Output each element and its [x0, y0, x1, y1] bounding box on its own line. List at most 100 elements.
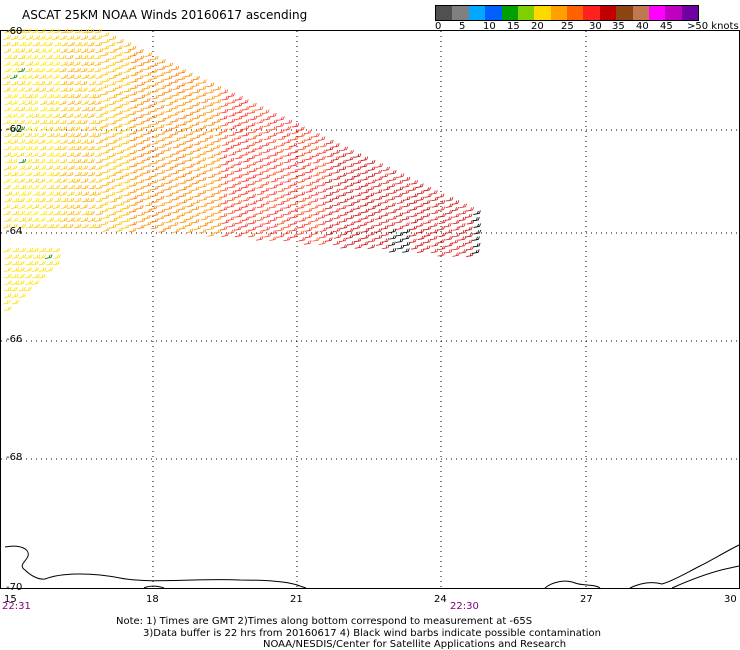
wind-barb: [39, 100, 48, 105]
wind-barb: [423, 199, 431, 205]
wind-barb: [319, 233, 328, 239]
wind-barb: [410, 193, 419, 198]
wind-barb: [255, 106, 264, 111]
scale-segment: [534, 6, 551, 20]
wind-barb: [101, 32, 110, 37]
wind-barb: [382, 166, 390, 172]
wind-barb: [73, 223, 82, 229]
wind-barb: [95, 171, 103, 177]
wind-barb: [248, 219, 257, 225]
wind-barb: [248, 193, 256, 199]
wind-barb: [46, 28, 54, 34]
wind-barb: [325, 224, 334, 229]
wind-barb: [207, 186, 215, 192]
wind-barb: [80, 158, 88, 164]
wind-barb: [234, 148, 243, 153]
wind-barb: [185, 144, 193, 149]
wind-barb: [151, 140, 159, 145]
wind-barb: [39, 106, 48, 112]
wind-barb: [165, 205, 173, 210]
wind-barb: [424, 225, 432, 231]
wind-barb: [311, 198, 319, 203]
wind-barb: [361, 202, 369, 207]
lon-label-30: 30: [724, 594, 737, 605]
scale-segment: [452, 6, 469, 20]
wind-barb: [4, 260, 12, 266]
wind-barb: [276, 181, 284, 186]
wind-barb: [403, 209, 411, 214]
wind-barb: [164, 88, 173, 93]
wind-barb: [263, 155, 271, 160]
wind-barb: [24, 41, 33, 47]
wind-barb: [88, 165, 96, 170]
wind-barb: [220, 128, 228, 133]
wind-barb: [466, 206, 474, 212]
wind-barb: [199, 228, 207, 234]
wind-barb: [38, 254, 46, 259]
wind-barb: [311, 165, 319, 171]
wind-barb: [123, 126, 131, 132]
wind-barb: [248, 154, 256, 160]
wind-barb: [164, 127, 173, 132]
wind-barb: [80, 48, 89, 53]
wind-barb: [402, 248, 410, 253]
wind-barb: [53, 254, 61, 259]
wind-barb: [80, 41, 88, 47]
wind-barb: [361, 241, 369, 246]
wind-barb: [228, 222, 236, 228]
wind-barb: [374, 228, 383, 233]
wind-barb: [108, 61, 117, 67]
wind-barb: [164, 114, 172, 119]
wind-barb: [171, 156, 180, 162]
wind-barb: [38, 35, 46, 40]
wind-barb: [74, 184, 82, 190]
wind-barb: [206, 128, 214, 133]
wind-barb: [109, 172, 117, 177]
wind-barb: [4, 93, 12, 99]
wind-barb: [136, 205, 144, 210]
wind-barb: [283, 171, 291, 177]
wind-barb: [66, 61, 74, 66]
wind-barb: [59, 191, 67, 196]
wind-barb: [353, 153, 362, 158]
wind-barb: [424, 219, 432, 224]
wind-barb: [122, 100, 130, 106]
wind-barb: [332, 208, 340, 213]
wind-barb: [192, 121, 200, 126]
wind-barb: [186, 131, 194, 136]
scale-segment: [599, 6, 617, 20]
wind-barb: [115, 90, 123, 96]
wind-barb: [46, 191, 54, 196]
wind-barb: [60, 106, 68, 112]
wind-barb: [46, 132, 55, 138]
wind-barb: [151, 55, 159, 61]
wind-barb: [88, 223, 97, 229]
wind-barb: [269, 216, 278, 222]
lat-label-70: -70: [6, 582, 23, 593]
wind-barb: [38, 197, 46, 203]
wind-barb: [4, 113, 12, 118]
wind-barb: [25, 254, 33, 259]
wind-barb: [347, 221, 355, 226]
wind-barb: [381, 238, 389, 243]
wind-barb: [11, 80, 19, 86]
wind-barb: [52, 171, 60, 177]
wind-barb: [178, 205, 186, 211]
wind-barb: [3, 165, 12, 170]
wind-barb: [241, 138, 250, 143]
wind-barb: [3, 87, 11, 92]
wind-barb: [25, 93, 33, 99]
wind-barb: [101, 201, 109, 206]
wind-barb: [291, 174, 299, 180]
wind-barb: [4, 197, 12, 203]
wind-barb: [178, 127, 186, 133]
wind-barb: [52, 35, 60, 40]
wind-barb: [452, 245, 461, 251]
wind-barb: [93, 132, 102, 138]
wind-barb: [4, 100, 13, 105]
wind-barb: [31, 126, 39, 131]
wind-barb: [311, 230, 319, 236]
scale-segment: [616, 6, 633, 20]
wind-barb: [143, 182, 152, 187]
wind-barb: [193, 225, 202, 230]
